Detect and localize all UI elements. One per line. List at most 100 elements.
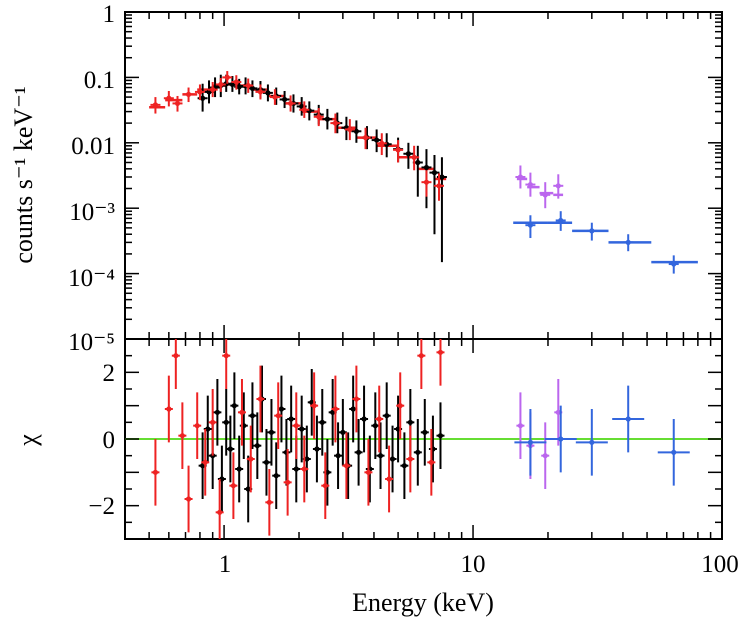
- residual-point: [437, 349, 444, 355]
- residual-point: [299, 426, 305, 432]
- residual-point: [389, 456, 396, 462]
- data-point: [233, 79, 239, 85]
- residual-point: [625, 416, 631, 422]
- y-tick-label: 0.01: [71, 133, 115, 160]
- data-point: [431, 170, 438, 176]
- data-point: [527, 222, 534, 228]
- data-point: [423, 179, 430, 185]
- data-point: [395, 147, 401, 153]
- residual-point: [555, 409, 561, 415]
- residual-point: [179, 433, 185, 439]
- data-point: [301, 107, 307, 113]
- residual-point: [365, 469, 372, 475]
- residual-point: [428, 459, 434, 465]
- y-tick-label: 10⁻³: [69, 199, 115, 226]
- data-point: [245, 82, 251, 89]
- y-tick-label: 10⁻⁴: [68, 265, 115, 292]
- data-point: [152, 102, 159, 108]
- data-point: [347, 126, 353, 133]
- data-point: [210, 87, 216, 93]
- data-point: [411, 154, 417, 160]
- residual-point: [230, 483, 236, 489]
- residual-point: [340, 429, 346, 435]
- residual-point: [589, 439, 595, 445]
- residual-point: [376, 416, 382, 422]
- residual-point: [249, 413, 256, 419]
- residual-point: [205, 426, 211, 432]
- residual-point: [194, 423, 200, 429]
- residual-point: [217, 509, 223, 515]
- data-point: [439, 174, 445, 180]
- data-point: [249, 85, 256, 91]
- residual-point: [343, 463, 350, 469]
- data-point: [287, 100, 294, 107]
- residual-point: [335, 453, 341, 459]
- residual-point: [202, 459, 208, 465]
- data-point: [415, 159, 421, 166]
- data-point: [166, 95, 172, 101]
- data-point: [281, 96, 288, 103]
- data-point: [671, 261, 677, 267]
- data-point: [265, 90, 271, 96]
- residual-point: [245, 486, 251, 492]
- residual-point: [223, 419, 229, 425]
- residual-point: [266, 499, 272, 505]
- data-point: [379, 140, 385, 146]
- residual-point: [227, 446, 233, 452]
- y-tick-label: 2: [103, 360, 116, 387]
- data-point: [224, 74, 230, 80]
- residual-point: [152, 469, 159, 475]
- residual-point: [386, 476, 392, 482]
- data-point: [405, 151, 411, 157]
- residual-point: [671, 449, 677, 455]
- y-tick-label: 10⁻⁵: [68, 329, 115, 356]
- residual-point: [437, 433, 444, 439]
- data-point: [517, 174, 524, 180]
- y-tick-label: 0: [103, 427, 116, 454]
- residual-point: [273, 473, 279, 479]
- data-point: [200, 95, 206, 101]
- residual-point: [372, 423, 378, 429]
- data-point: [362, 135, 369, 141]
- y-tick-label: 1: [103, 1, 116, 28]
- x-tick-label: 100: [701, 551, 739, 578]
- residual-point: [377, 453, 384, 459]
- data-point: [324, 116, 330, 122]
- residual-point: [311, 403, 317, 409]
- data-point: [542, 192, 548, 198]
- residual-point: [517, 423, 524, 429]
- y-axis-label: χ: [13, 434, 42, 447]
- data-point: [229, 81, 235, 88]
- residual-point: [415, 449, 421, 455]
- data-point: [197, 89, 203, 95]
- residual-point: [173, 353, 179, 359]
- residual-point: [353, 396, 359, 402]
- residual-point: [542, 453, 548, 459]
- residual-point: [332, 406, 338, 412]
- residual-point: [239, 409, 245, 415]
- residual-point: [418, 353, 424, 359]
- residual-point: [407, 456, 413, 462]
- data-point: [555, 183, 561, 189]
- residual-point: [278, 406, 285, 412]
- residual-point: [322, 483, 328, 489]
- data-point: [423, 164, 430, 171]
- residual-point: [254, 443, 260, 449]
- residual-point: [350, 406, 356, 412]
- data-point: [218, 81, 224, 88]
- residual-point: [185, 496, 192, 502]
- data-point: [625, 239, 631, 245]
- residual-point: [288, 416, 294, 422]
- residual-point: [214, 409, 220, 415]
- residual-point: [293, 423, 299, 429]
- spectrum-panel: 1 0.1 0.01 10⁻³ 10⁻⁴ 10⁻⁵ counts s⁻¹ keV…: [9, 1, 723, 356]
- data-point: [257, 89, 264, 95]
- y-tick-label: −2: [88, 493, 115, 520]
- residual-point: [231, 403, 237, 409]
- residual-point: [166, 406, 172, 412]
- data-point: [374, 137, 380, 143]
- residual-point: [319, 419, 325, 425]
- data-point: [236, 84, 242, 90]
- data-point: [174, 100, 181, 107]
